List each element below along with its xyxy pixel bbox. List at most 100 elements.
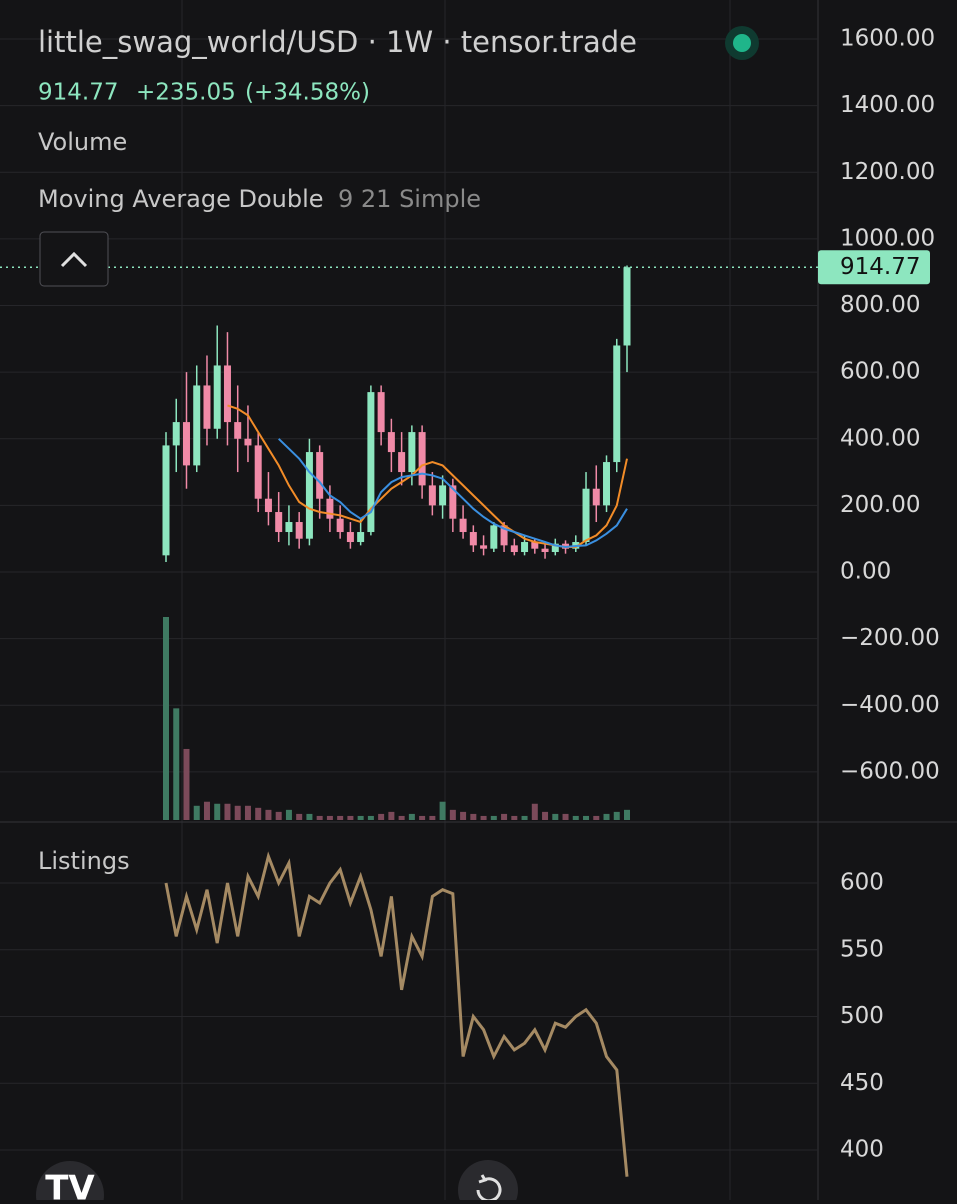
candle-body [234, 422, 242, 439]
volume-bar [326, 815, 333, 820]
y-tick-label: 400.00 [840, 425, 920, 451]
candle-body [357, 532, 365, 543]
candle-body [500, 525, 508, 546]
volume-bar [429, 815, 436, 820]
moving-average [278, 438, 628, 549]
y-tick-label: 550 [840, 936, 884, 962]
y-tick-label: 200.00 [840, 492, 920, 518]
candle-body [613, 345, 621, 463]
y-tick-label: −400.00 [840, 692, 940, 718]
volume-bar [490, 815, 497, 820]
y-tick-label: 450 [840, 1070, 884, 1096]
volume-bar [583, 815, 590, 820]
volume-bar [296, 813, 303, 820]
volume-bar [285, 809, 292, 820]
chart-title: little_swag_world/USD · 1W · tensor.trad… [38, 25, 637, 59]
last-price: 914.77 [38, 80, 118, 106]
volume-bar [531, 803, 538, 820]
candle-body [264, 498, 272, 513]
volume-bar [449, 809, 456, 820]
candle-body [459, 518, 467, 533]
y-tick-label: 600 [840, 870, 884, 896]
candle-body [531, 542, 539, 549]
volume-bar [337, 815, 344, 820]
volume-bar [624, 809, 630, 820]
volume-bar [244, 805, 251, 820]
volume-bar [193, 805, 200, 820]
volume-bar [398, 815, 405, 820]
volume-bar [306, 813, 313, 820]
y-tick-label: 1600.00 [840, 26, 935, 52]
volume-bar [214, 803, 221, 820]
y-tick-label: 500 [840, 1003, 884, 1029]
volume-bar [357, 815, 364, 820]
candle-body [275, 512, 283, 533]
y-tick-label: 600.00 [840, 359, 920, 385]
volume-bar [316, 815, 323, 820]
volume-bar [439, 801, 446, 820]
candle-body [213, 365, 221, 429]
candle-body [541, 548, 549, 553]
reset-icon [476, 1174, 502, 1203]
candle-body [336, 518, 344, 533]
volume-bar [255, 807, 262, 820]
volume-bar [173, 708, 180, 820]
candle-body [203, 385, 211, 429]
volume-bar [572, 815, 579, 820]
volume-bar [552, 813, 559, 820]
y-tick-label: 800.00 [840, 292, 920, 318]
volume-bar [613, 811, 620, 820]
candle-body [551, 543, 559, 553]
candle-body [172, 422, 180, 446]
candle-body [439, 485, 447, 506]
volume-bar [347, 815, 354, 820]
candle-body [295, 522, 303, 539]
indicator-label[interactable]: Moving Average Double [38, 185, 324, 213]
reset-button[interactable] [458, 1160, 518, 1204]
candle-body [623, 267, 631, 346]
pane-title: Listings [38, 847, 130, 875]
volume-bar [163, 617, 169, 820]
candle-body [193, 385, 201, 466]
indicator-params: 9 21 Simple [338, 185, 481, 213]
candle-body [521, 542, 529, 553]
candle-body [182, 422, 190, 466]
volume-bar [275, 811, 282, 820]
last-price-box [818, 250, 930, 285]
indicator-label[interactable]: Volume [38, 128, 127, 156]
volume-bar [183, 748, 190, 820]
candle-body [305, 452, 313, 539]
volume-bar [224, 803, 231, 820]
volume-bar [388, 811, 395, 820]
volume-bar [542, 811, 549, 820]
volume-bar [480, 815, 487, 820]
volume-bar [265, 809, 272, 820]
logo-button[interactable] [36, 1161, 104, 1204]
volume-bar [408, 813, 415, 820]
candle-body [285, 522, 293, 533]
y-tick-label: −600.00 [840, 758, 940, 784]
price-change-pct: (+34.58%) [245, 80, 370, 106]
candle-body [377, 392, 385, 433]
chevron-icon [60, 251, 88, 268]
candle-body [449, 485, 457, 519]
candle-body [408, 432, 416, 473]
candle-body [223, 365, 231, 423]
candle-body [316, 452, 324, 499]
candle-body [162, 445, 170, 556]
candle-body [469, 532, 477, 546]
y-tick-label: 1200.00 [840, 159, 935, 185]
volume-bar [511, 815, 518, 820]
y-tick-label: 0.00 [840, 559, 891, 585]
volume-bar [603, 813, 610, 820]
candle-body [582, 488, 590, 543]
y-tick-label: 1400.00 [840, 92, 935, 118]
volume-bar [501, 813, 508, 820]
collapse-button[interactable] [39, 231, 109, 287]
candle-body [244, 438, 252, 446]
volume-bar [234, 805, 241, 820]
y-tick-label: 1000.00 [840, 225, 935, 251]
volume-bar [378, 813, 385, 820]
last-price-label: 914.77 [840, 254, 920, 280]
